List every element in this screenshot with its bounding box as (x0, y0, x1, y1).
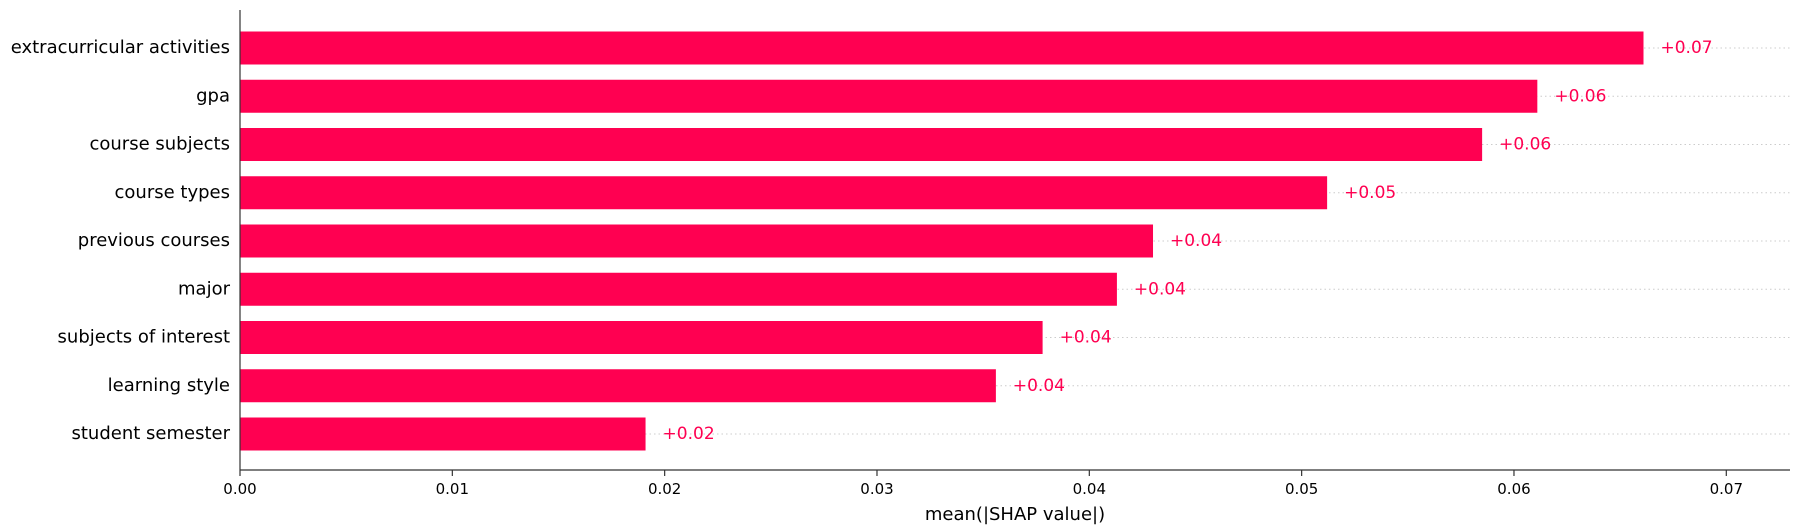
category-label: extracurricular activities (11, 37, 230, 58)
x-tick-label: 0.06 (1497, 480, 1530, 498)
x-tick-label: 0.00 (223, 480, 256, 498)
category-label: previous courses (78, 230, 230, 251)
category-labels: extracurricular activities gpa course subj… (11, 37, 231, 444)
bar-course-types (240, 176, 1328, 210)
bar-learning-style (240, 369, 996, 403)
data-labels: +0.07 +0.06 +0.06 +0.05 +0.04 +0.04 +0.04 +0.04… (663, 38, 1713, 444)
x-axis-title: mean(|SHAP value|) (925, 504, 1105, 525)
category-label: gpa (196, 85, 230, 106)
bar-gpa (240, 79, 1538, 113)
data-label: +0.04 (1134, 279, 1186, 299)
x-tick-label: 0.04 (1073, 480, 1106, 498)
x-tick-label: 0.01 (436, 480, 469, 498)
x-tick-label: 0.07 (1710, 480, 1743, 498)
bar-extracurricular-activities (240, 31, 1644, 65)
bars-group (240, 31, 1644, 451)
category-label: major (178, 278, 231, 299)
x-tick-label: 0.02 (648, 480, 681, 498)
data-label: +0.07 (1660, 38, 1712, 58)
data-label: +0.04 (1013, 376, 1065, 396)
category-label: learning style (108, 375, 230, 396)
data-label: +0.05 (1344, 183, 1396, 203)
bar-previous-courses (240, 224, 1154, 258)
category-label: course subjects (89, 134, 230, 155)
category-label: course types (115, 182, 230, 203)
bar-major (240, 272, 1117, 306)
x-tick-label: 0.05 (1285, 480, 1318, 498)
data-label: +0.06 (1499, 135, 1551, 155)
data-label: +0.06 (1554, 86, 1606, 106)
bar-course-subjects (240, 128, 1483, 161)
category-label: subjects of interest (58, 327, 230, 348)
x-tick-label: 0.03 (860, 480, 893, 498)
data-label: +0.04 (1060, 328, 1112, 348)
bar-subjects-of-interest (240, 321, 1043, 354)
data-label: +0.04 (1170, 231, 1222, 251)
data-label: +0.02 (663, 424, 715, 444)
x-ticks: 0.00 0.01 0.02 0.03 0.04 0.05 0.06 0.07 (223, 470, 1743, 498)
bar-student-semester (240, 417, 646, 451)
category-label: student semester (71, 423, 230, 444)
